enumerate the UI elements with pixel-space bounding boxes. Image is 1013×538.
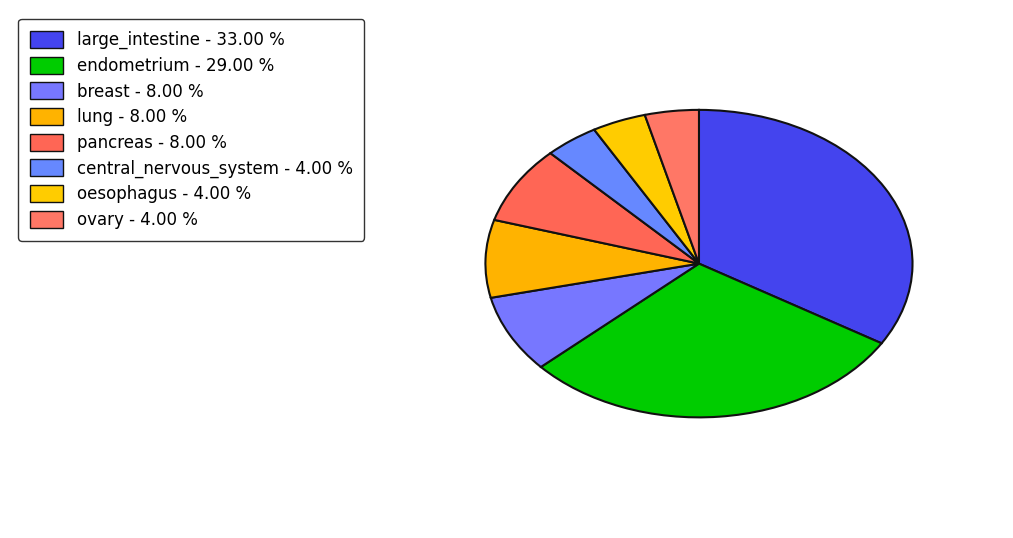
- Wedge shape: [645, 110, 699, 264]
- Wedge shape: [550, 130, 699, 264]
- Wedge shape: [485, 220, 699, 298]
- Legend: large_intestine - 33.00 %, endometrium - 29.00 %, breast - 8.00 %, lung - 8.00 %: large_intestine - 33.00 %, endometrium -…: [18, 19, 365, 241]
- Wedge shape: [595, 115, 699, 264]
- Wedge shape: [494, 153, 699, 264]
- Wedge shape: [490, 264, 699, 367]
- Wedge shape: [541, 264, 881, 417]
- Wedge shape: [699, 110, 913, 343]
